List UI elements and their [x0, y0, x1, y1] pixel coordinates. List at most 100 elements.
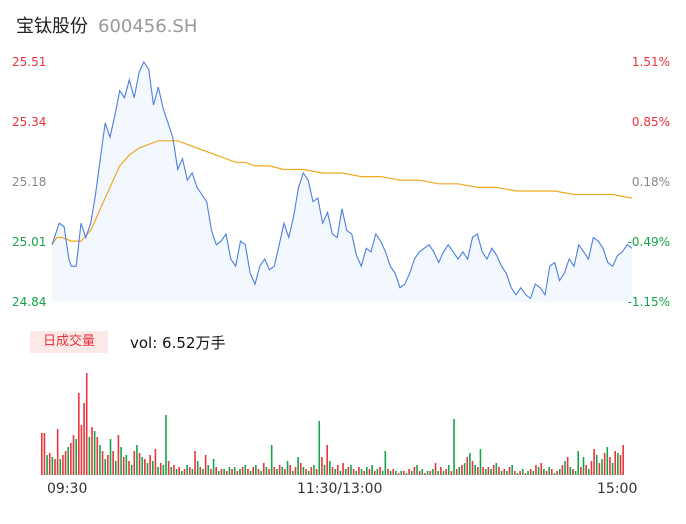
volume-bar — [492, 465, 495, 475]
volume-bar — [268, 469, 270, 475]
volume-bar — [455, 469, 458, 475]
time-tick-open: 09:30 — [47, 481, 88, 497]
volume-bar — [117, 435, 120, 475]
volume-bar — [122, 457, 125, 475]
price-line — [51, 60, 633, 300]
volume-bar — [585, 465, 587, 475]
volume-bar — [572, 469, 574, 475]
volume-bars — [41, 373, 624, 475]
volume-bar — [617, 453, 619, 475]
volume-bar — [503, 469, 506, 475]
volume-bar — [580, 467, 582, 475]
stock-name: 宝钛股份 — [16, 16, 88, 37]
time-tick-midday: 11:30/13:00 — [297, 481, 383, 497]
volume-bar — [307, 471, 310, 475]
volume-bar — [138, 453, 141, 475]
average-price-line — [51, 140, 633, 246]
volume-bar — [387, 469, 389, 475]
volume-bar — [136, 445, 138, 475]
volume-bar — [609, 457, 611, 475]
volume-bar — [339, 471, 342, 475]
volume-bar — [561, 465, 564, 475]
volume-bar — [151, 461, 154, 475]
volume-bar — [144, 459, 146, 475]
volume-bar — [619, 455, 622, 475]
volume-bar — [336, 465, 339, 475]
volume-bar — [93, 431, 96, 475]
volume-bar — [392, 469, 395, 475]
volume-bar — [458, 467, 461, 475]
stock-code: 600456.SH — [98, 16, 198, 37]
volume-bar — [471, 461, 474, 475]
volume-bar — [244, 465, 247, 475]
volume-bar — [196, 461, 199, 475]
volume-bar — [146, 463, 149, 475]
volume-bar — [358, 467, 360, 475]
volume-bar — [204, 455, 207, 475]
volume-bar — [207, 465, 210, 475]
volume-bar — [558, 469, 561, 475]
volume-bar — [91, 427, 93, 475]
volume-bar — [183, 469, 186, 475]
volume-bar — [566, 457, 569, 475]
volume-bar — [334, 469, 336, 475]
volume-bar — [225, 471, 228, 475]
volume-bar — [96, 437, 99, 475]
volume-bar — [498, 467, 500, 475]
volume-bar — [101, 451, 104, 475]
volume-bar — [490, 469, 492, 475]
volume-bar — [368, 469, 371, 475]
volume-bar — [202, 469, 204, 475]
volume-bar — [564, 461, 566, 475]
volume-bar — [215, 467, 217, 475]
volume-bar — [281, 467, 284, 475]
pct-tick-0: 1.51% — [631, 55, 670, 69]
volume-bar — [178, 467, 180, 475]
volume-bar — [173, 465, 175, 475]
volume-bar — [532, 471, 535, 475]
volume-bar — [416, 465, 418, 475]
volume-bar — [410, 471, 413, 475]
volume-bar — [265, 467, 268, 475]
volume-bar — [114, 461, 117, 475]
price-tick-1: 25.34 — [12, 115, 47, 129]
volume-bar — [310, 467, 313, 475]
volume-bar — [194, 451, 196, 475]
volume-bar — [477, 467, 479, 475]
volume-bar — [262, 463, 265, 475]
volume-bar — [366, 467, 368, 475]
volume-bar — [440, 467, 442, 475]
volume-bar — [611, 463, 614, 475]
volume-tab[interactable]: 日成交量 — [30, 331, 108, 353]
price-tick-2: 25.18 — [12, 175, 47, 189]
volume-bar — [85, 373, 88, 475]
volume-bar — [51, 457, 54, 475]
volume-readout: vol: 6.52万手 — [130, 334, 226, 352]
volume-bar — [186, 465, 188, 475]
volume-bar — [381, 471, 384, 475]
volume-bar — [548, 467, 550, 475]
volume-bar — [524, 473, 527, 475]
volume-bar — [75, 439, 77, 475]
volume-bar — [83, 403, 85, 475]
volume-bar — [220, 469, 223, 475]
volume-bar — [551, 469, 553, 475]
stock-title: 宝钛股份 600456.SH — [16, 12, 197, 38]
volume-bar — [569, 467, 572, 475]
volume-bar — [120, 447, 122, 475]
volume-bar — [112, 451, 114, 475]
volume-bar — [474, 465, 476, 475]
volume-bar — [540, 463, 543, 475]
volume-bar — [331, 467, 334, 475]
volume-bar — [62, 455, 64, 475]
volume-bar — [371, 465, 373, 475]
volume-bar — [453, 419, 455, 475]
volume-bar — [241, 467, 244, 475]
volume-bar — [231, 469, 233, 475]
volume-bar — [418, 471, 421, 475]
volume-bar — [294, 467, 297, 475]
volume-bar — [363, 471, 365, 475]
volume-bar — [590, 461, 593, 475]
volume-bar — [574, 471, 577, 475]
volume-bar — [614, 451, 617, 475]
